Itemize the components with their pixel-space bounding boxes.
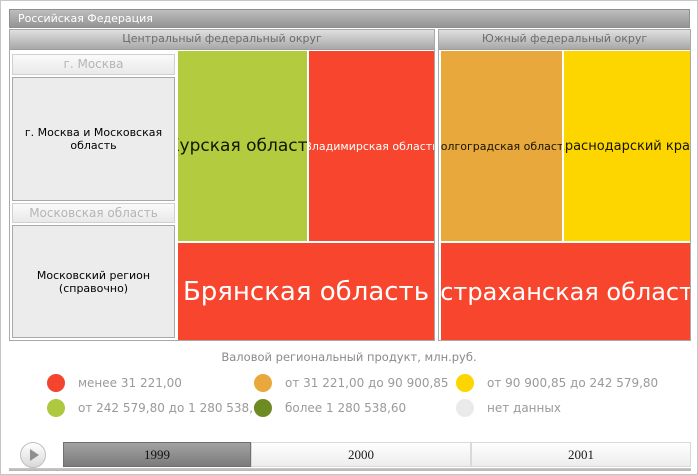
legend-label: менее 31 221,00 [78, 375, 182, 390]
year-tab-1999[interactable]: 1999 [63, 442, 251, 467]
legend-title: Валовой региональный продукт, млн.руб. [221, 350, 477, 364]
legend-dot-red-icon [47, 373, 65, 392]
legend-label: от 31 221,00 до 90 900,85 [285, 375, 449, 390]
timeline-track [9, 468, 691, 471]
legend-item: от 31 221,00 до 90 900,85 [254, 373, 449, 392]
legend-dot-lightgreen-icon [47, 398, 65, 417]
subgroup-header-moscow-region[interactable]: Московская область [12, 203, 175, 223]
subgroup-header-moscow-city[interactable]: г. Москва [12, 54, 175, 75]
legend-dot-yellow-icon [456, 373, 474, 392]
play-icon [30, 449, 39, 461]
district-panel-central: Центральный федеральный округ г. Москва … [9, 29, 435, 341]
legend-dot-nodata-icon [456, 398, 474, 417]
legend-item: менее 31 221,00 [47, 373, 182, 392]
legend-label: более 1 280 538,60 [285, 400, 407, 415]
cell-vladimirskaya-oblast[interactable]: Владимирская область [309, 51, 434, 241]
cell-moscow-city[interactable]: г. Москва и Московская область [12, 77, 175, 201]
cell-moscow-region[interactable]: Московский регион (справочно) [12, 225, 175, 338]
cell-astrakhanskaya-oblast[interactable]: Астраханская область [441, 243, 690, 340]
play-button[interactable] [20, 442, 46, 468]
legend-label: от 90 900,85 до 242 579,80 [487, 375, 659, 390]
root-title: Российская Федерация [18, 12, 153, 25]
cell-krasnodarskiy-kray[interactable]: Краснодарский край [564, 51, 690, 241]
year-tab-2001[interactable]: 2001 [471, 442, 691, 467]
district-header-central[interactable]: Центральный федеральный округ [10, 30, 434, 50]
legend-dot-darkgreen-icon [254, 398, 272, 417]
year-tab-2000[interactable]: 2000 [251, 442, 471, 467]
cell-kurskaya-oblast[interactable]: Курская область [178, 51, 307, 241]
legend-label: нет данных [487, 400, 561, 415]
root-title-bar[interactable]: Российская Федерация [9, 9, 690, 28]
legend-item: от 242 579,80 до 1 280 538,60 [47, 398, 268, 417]
cell-bryanskaya-oblast[interactable]: Брянская область [178, 243, 434, 340]
cell-volgogradskaya-oblast[interactable]: Волгоградская область [441, 51, 562, 241]
district-header-south[interactable]: Южный федеральный округ [439, 30, 690, 50]
district-panel-south: Южный федеральный округ Волгоградская об… [438, 29, 691, 341]
legend-label: от 242 579,80 до 1 280 538,60 [78, 400, 269, 415]
legend-item: от 90 900,85 до 242 579,80 [456, 373, 658, 392]
legend-item: более 1 280 538,60 [254, 398, 406, 417]
legend-item: нет данных [456, 398, 561, 417]
legend-dot-orange-icon [254, 373, 272, 392]
